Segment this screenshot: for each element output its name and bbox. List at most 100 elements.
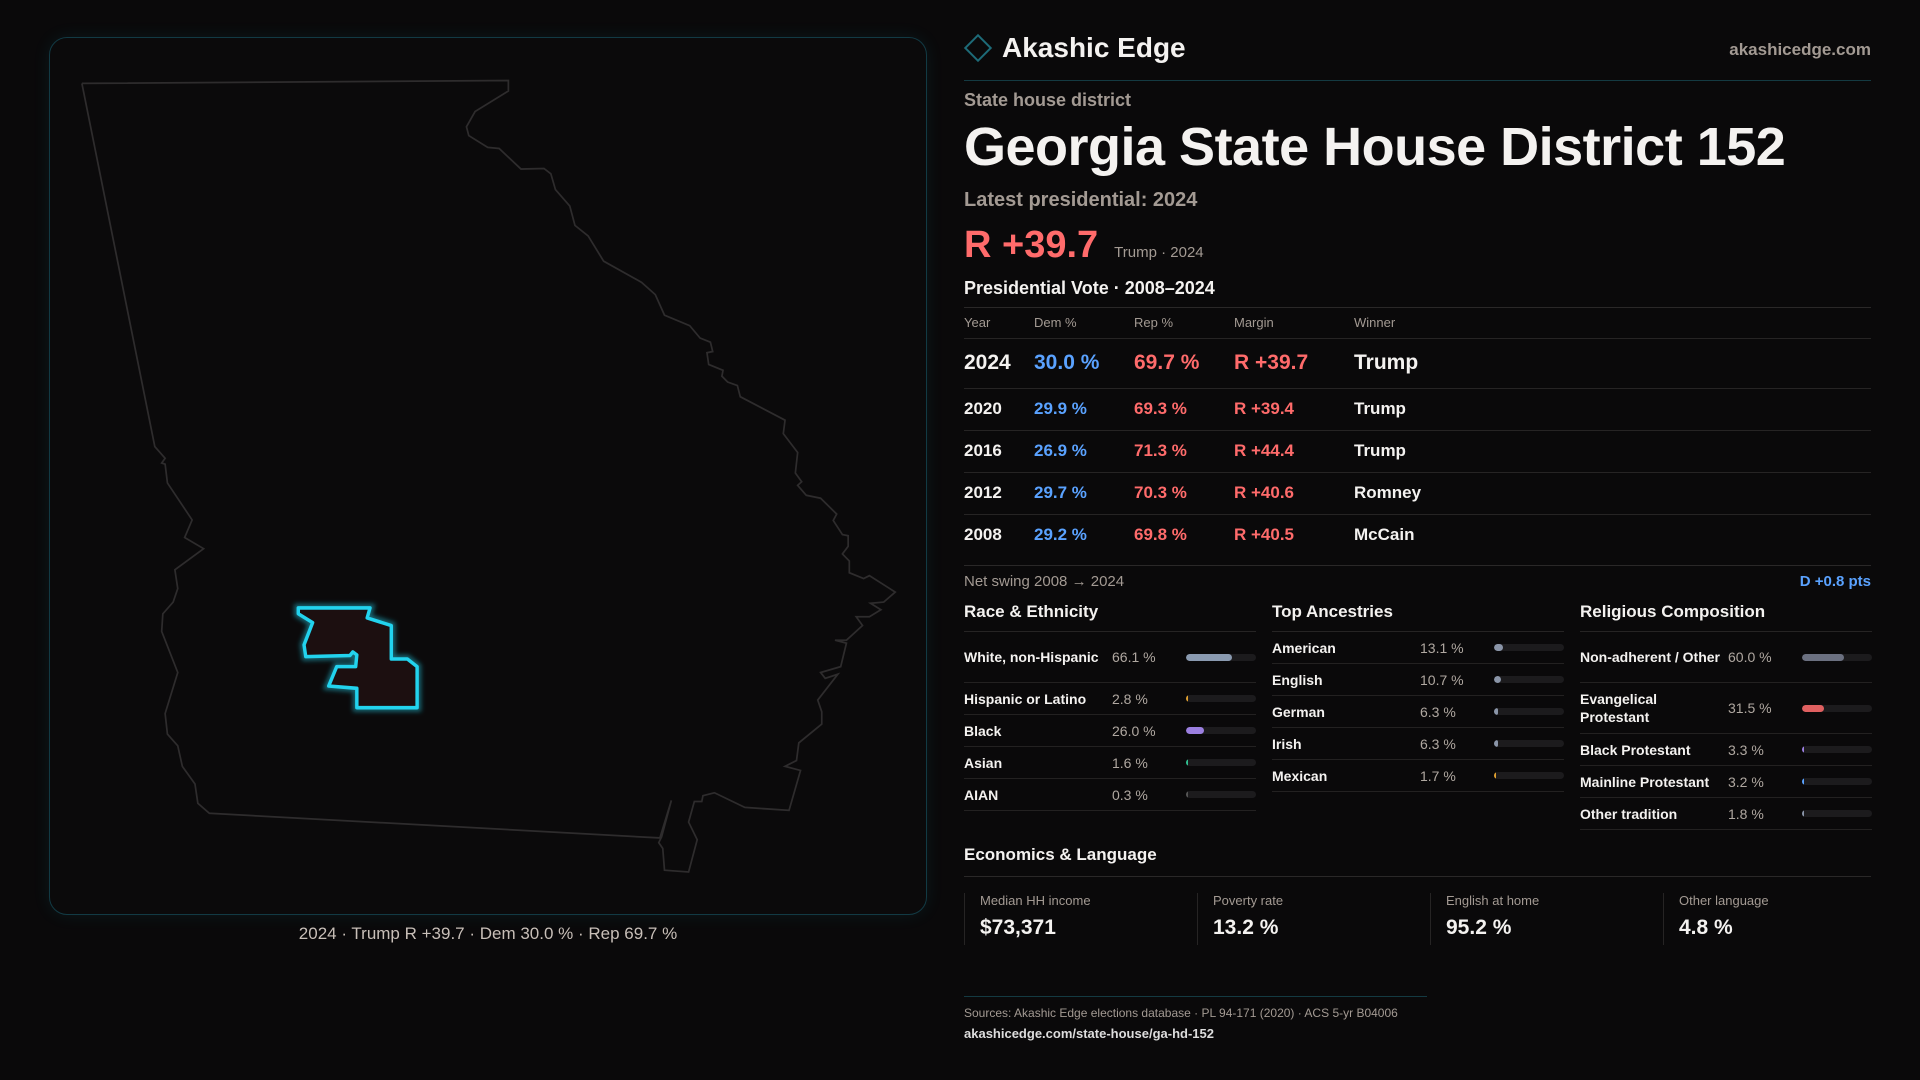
stat-label: Asian <box>964 754 1003 771</box>
stat-bar <box>1186 653 1256 661</box>
vote-row: 2012 29.7 % 70.3 % R +40.6 Romney <box>964 471 1871 514</box>
brand[interactable]: Akashic Edge <box>963 32 1871 64</box>
brand-name: Akashic Edge <box>1002 32 1186 63</box>
econ-card: English at home 95.2 % <box>1430 893 1663 945</box>
col-winner: Winner <box>1354 315 1396 331</box>
stat-bar <box>1494 740 1564 747</box>
vote-row: 2008 29.2 % 69.8 % R +40.5 McCain <box>964 513 1871 556</box>
footer-divider <box>964 996 1427 997</box>
stat-bar <box>1802 810 1872 817</box>
stat-label: Mainline Protestant <box>1580 773 1710 790</box>
latest-margin: R +39.7 Trump · 2024 <box>964 224 1871 267</box>
stat-bar <box>1802 778 1872 785</box>
stat-row: AIAN 0.3 % <box>964 779 1256 811</box>
stat-value: 3.3 % <box>1728 741 1764 758</box>
divider <box>964 565 1871 566</box>
cell-margin: R +39.7 <box>1234 337 1354 388</box>
cell-year: 2008 <box>964 513 1034 556</box>
cell-dem: 29.7 % <box>1034 471 1134 514</box>
cell-year: 2020 <box>964 387 1034 430</box>
votes-table: Year Dem % Rep % Margin Winner 2024 30.0 % 69.… <box>964 308 1871 556</box>
stat-label: American <box>1272 639 1336 656</box>
stat-bar <box>1494 676 1564 683</box>
vote-row: 2020 29.9 % 69.3 % R +39.4 Trump <box>964 387 1871 430</box>
econ-value: $73,371 <box>980 916 1056 939</box>
stat-label: Other tradition <box>1580 805 1678 822</box>
econ-card: Median HH income $73,371 <box>964 893 1197 945</box>
cell-dem: 29.9 % <box>1034 387 1134 430</box>
stat-bar-fill <box>1802 653 1844 661</box>
cell-margin: R +39.4 <box>1234 387 1354 430</box>
col-year: Year <box>964 315 991 331</box>
cell-year: 2016 <box>964 429 1034 472</box>
stat-row: Irish 6.3 % <box>1272 728 1564 760</box>
latest-label: Latest presidential: 2024 <box>964 189 1198 211</box>
cell-dem: 30.0 % <box>1034 337 1134 388</box>
cell-winner: Trump <box>1354 337 1871 388</box>
divider <box>964 876 1871 877</box>
ancestry-title: Top Ancestries <box>1272 602 1564 632</box>
cell-winner: Trump <box>1354 429 1871 472</box>
stat-row: Other tradition 1.8 % <box>1580 798 1872 830</box>
stat-bar-fill <box>1186 759 1188 766</box>
cell-rep: 70.3 % <box>1134 471 1234 514</box>
stat-row: Hispanic or Latino 2.8 % <box>964 683 1256 715</box>
stat-bar-fill <box>1494 708 1499 715</box>
cell-dem: 26.9 % <box>1034 429 1134 472</box>
cell-rep: 69.8 % <box>1134 513 1234 556</box>
cell-margin: R +40.6 <box>1234 471 1354 514</box>
vote-row: 2016 26.9 % 71.3 % R +44.4 Trump <box>964 429 1871 472</box>
cell-year: 2024 <box>964 337 1034 388</box>
kicker: State house district <box>964 90 1132 110</box>
swing-value: D +0.8 pts <box>1799 573 1871 590</box>
stat-label: Non-adherent / Other <box>1580 649 1721 665</box>
stat-row: Non-adherent / Other 60.0 % <box>1580 632 1872 683</box>
stat-value: 0.3 % <box>1112 786 1148 803</box>
stat-value: 6.3 % <box>1420 703 1456 720</box>
stat-value: 31.5 % <box>1728 700 1772 716</box>
stat-row: Black 26.0 % <box>964 715 1256 747</box>
stat-bar <box>1802 704 1872 712</box>
cell-margin: R +40.5 <box>1234 513 1354 556</box>
cell-margin: R +44.4 <box>1234 429 1354 472</box>
stat-bar <box>1494 708 1564 715</box>
stat-value: 13.1 % <box>1420 639 1464 656</box>
stat-label: Black <box>964 722 1002 739</box>
religion-title: Religious Composition <box>1580 602 1872 632</box>
cell-rep: 71.3 % <box>1134 429 1234 472</box>
stat-bar <box>1186 759 1256 766</box>
page-url[interactable]: akashicedge.com/state-house/ga-hd-152 <box>964 1026 1214 1041</box>
cell-year: 2012 <box>964 471 1034 514</box>
stat-row: American 13.1 % <box>1272 632 1564 664</box>
cell-rep: 69.7 % <box>1134 337 1234 388</box>
divider <box>964 307 1871 308</box>
site-link[interactable]: akashicedge.com <box>1729 40 1871 59</box>
econ-card: Other language 4.8 % <box>1663 893 1896 945</box>
stat-bar-fill <box>1494 772 1496 779</box>
stat-bar-fill <box>1186 727 1205 734</box>
stat-row: Mainline Protestant 3.2 % <box>1580 766 1872 798</box>
stat-value: 1.7 % <box>1420 767 1456 784</box>
cell-dem: 29.2 % <box>1034 513 1134 556</box>
ancestry-section: Top Ancestries American 13.1 % English 10.7 … <box>1272 602 1564 792</box>
stat-bar <box>1802 653 1872 661</box>
stat-bar-fill <box>1802 778 1805 785</box>
district-shape[interactable] <box>296 606 419 710</box>
col-rep: Rep % <box>1134 315 1174 331</box>
stat-bar <box>1802 746 1872 753</box>
stat-bar-fill <box>1186 791 1188 798</box>
map-caption: 2024 · Trump R +39.7 · Dem 30.0 % · Rep … <box>298 924 678 943</box>
stat-value: 1.8 % <box>1728 805 1764 822</box>
econ-label: Median HH income <box>980 893 1091 908</box>
stat-label: Evangelical Protestant <box>1580 691 1658 725</box>
margin-sub: Trump · 2024 <box>1114 244 1204 261</box>
econ-label: Poverty rate <box>1213 893 1284 908</box>
econ-label: Other language <box>1679 893 1769 908</box>
stat-row: Mexican 1.7 % <box>1272 760 1564 792</box>
cell-winner: Romney <box>1354 471 1871 514</box>
georgia-map <box>81 79 897 873</box>
stat-value: 6.3 % <box>1420 735 1456 752</box>
vote-row: 2024 30.0 % 69.7 % R +39.7 Trump <box>964 337 1871 388</box>
stat-label: Irish <box>1272 735 1302 752</box>
col-margin: Margin <box>1234 315 1274 331</box>
